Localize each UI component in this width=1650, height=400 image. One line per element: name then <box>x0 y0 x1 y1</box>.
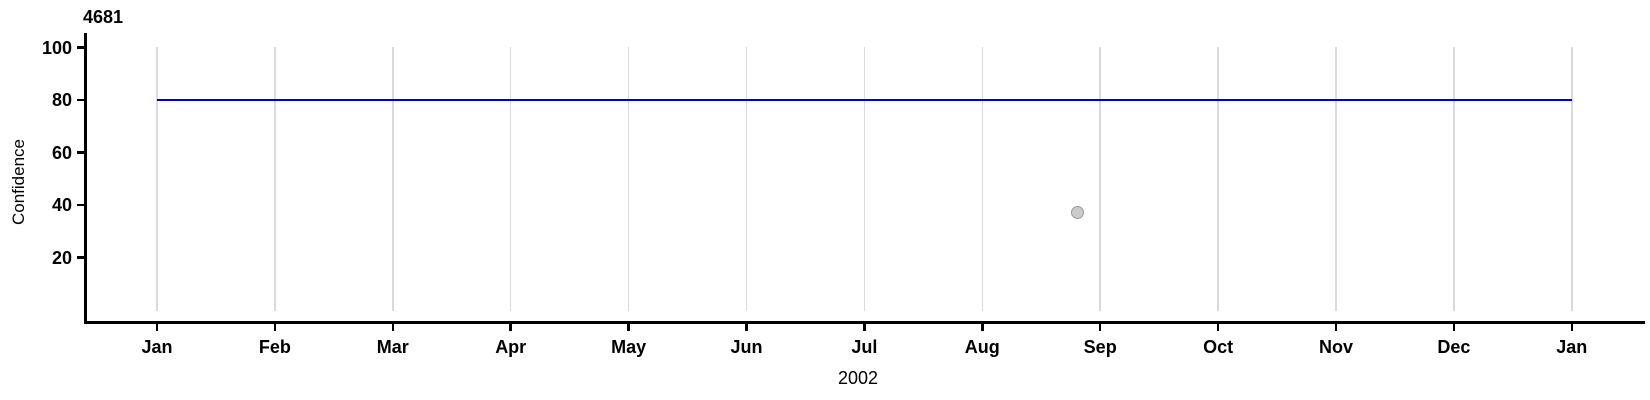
y-tick <box>77 98 85 102</box>
y-tick-label: 80 <box>51 90 72 110</box>
x-tick <box>627 322 630 331</box>
y-tick <box>77 46 85 49</box>
month-gridline <box>863 47 866 311</box>
x-tick-label: Jul <box>851 337 878 357</box>
x-tick-label: Feb <box>258 337 291 357</box>
y-tick <box>77 203 85 207</box>
x-tick-label: Mar <box>376 337 409 357</box>
x-tick <box>981 322 984 331</box>
y-tick <box>77 256 85 259</box>
x-tick <box>509 322 512 331</box>
y-tick-label: 20 <box>51 247 72 268</box>
y-tick <box>77 151 85 154</box>
x-tick <box>745 322 748 331</box>
x-tick-label: Dec <box>1437 337 1471 357</box>
confidence-observation <box>1070 205 1084 219</box>
month-gridline <box>156 47 158 311</box>
y-tick-label: 100 <box>41 37 72 58</box>
x-tick <box>1570 322 1574 331</box>
x-tick-label: Sep <box>1083 337 1117 357</box>
x-tick-label: May <box>611 337 647 357</box>
confidence-threshold-line <box>157 98 1572 102</box>
x-tick-label: Aug <box>964 337 1000 357</box>
x-tick <box>1098 322 1102 331</box>
x-tick <box>391 322 395 331</box>
month-gridline <box>1335 47 1337 311</box>
month-gridline <box>1571 47 1573 311</box>
x-tick-label: Nov <box>1318 337 1353 357</box>
month-gridline <box>274 47 276 311</box>
x-tick <box>155 322 159 331</box>
y-axis-line <box>84 33 87 322</box>
x-tick <box>1452 322 1456 331</box>
month-gridline <box>509 47 512 311</box>
month-gridline <box>392 47 394 311</box>
x-tick <box>273 322 277 331</box>
x-tick-label: Jan <box>1556 337 1588 357</box>
x-tick-label: Jan <box>141 337 173 357</box>
chart-title: 4681 <box>83 7 124 27</box>
y-axis-label: Confidence <box>9 139 28 226</box>
x-tick <box>1334 322 1338 331</box>
month-gridline <box>627 47 630 311</box>
month-gridline <box>1099 47 1101 311</box>
y-tick-label: 40 <box>51 195 72 215</box>
month-gridline <box>745 47 748 311</box>
y-tick-label: 60 <box>51 142 72 163</box>
month-gridline <box>1217 47 1219 311</box>
month-gridline <box>981 47 984 311</box>
x-tick-label: Oct <box>1203 337 1234 357</box>
month-gridline <box>1453 47 1455 311</box>
x-tick <box>1216 322 1220 331</box>
x-tick-label: Jun <box>730 337 763 357</box>
x-tick <box>863 322 866 331</box>
x-axis-year-label: 2002 <box>837 368 879 388</box>
x-tick-label: Apr <box>495 337 527 357</box>
